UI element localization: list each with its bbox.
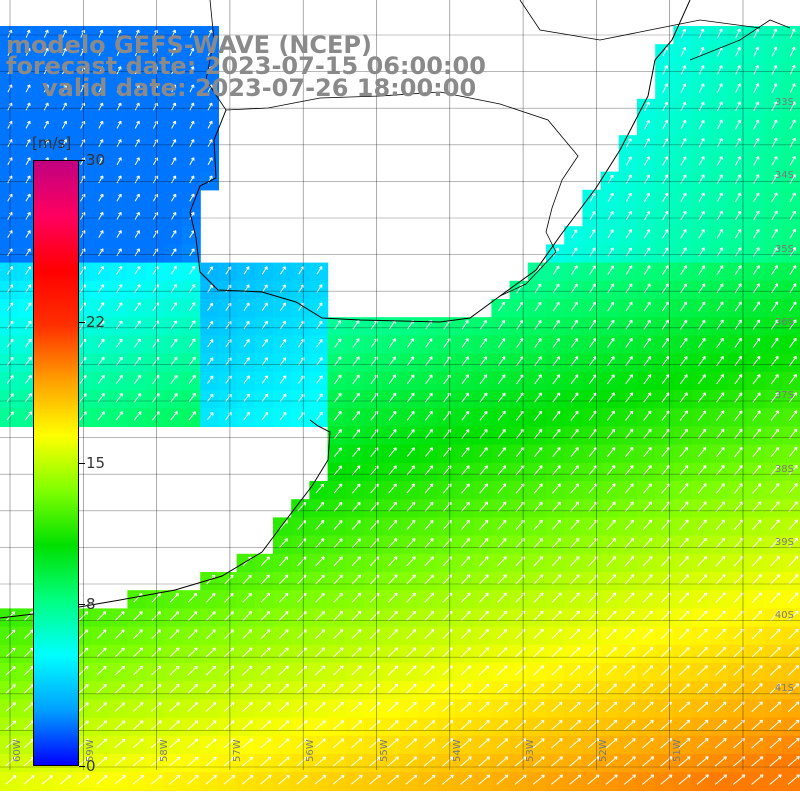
colorbar-tick-label: 8 [86,595,96,614]
colorbar-tick-label: 22 [86,312,106,331]
colorbar-tick-mark [79,321,85,323]
longitude-label: 60W [12,739,23,762]
longitude-label: 53W [525,739,537,762]
latitude-label: 41S [774,683,794,695]
graticule [0,0,800,770]
forecast-date: forecast date: 2023-07-15 06:00:00 [6,52,486,80]
latitude-label: 37S [774,390,794,402]
longitude-label: 55W [378,739,390,762]
latitude-label: 40S [774,610,794,622]
latitude-label: 39S [774,536,794,548]
colorbar-tick-label: 15 [86,454,106,472]
latitude-label: 33S [774,97,794,108]
wind-arrows [5,28,800,785]
colorbar-tick-mark [79,604,85,606]
colorbar-tick-label: 30 [86,151,106,169]
colorbar [33,160,79,766]
longitude-label: 52W [598,739,610,762]
coastline [0,0,791,619]
longitude-label: 51W [671,739,683,762]
colorbar-tick-mark [79,766,85,767]
longitude-label: 54W [451,739,463,762]
latitude-label: 36S [774,316,794,328]
colorbar-tick-mark [79,463,85,464]
latitude-label: 34S [774,170,794,182]
colorbar-tick-label: 0 [86,757,96,775]
model-title: modelo GEFS-WAVE (NCEP) [6,31,372,59]
longitude-label: 56W [305,739,317,762]
colorbar-tick-mark [79,160,85,161]
longitude-label: 57W [231,739,243,762]
latitude-label: 38S [774,463,794,475]
valid-date: valid date: 2023-07-26 18:00:00 [42,74,477,102]
longitude-label: 59W [85,739,97,762]
latitude-label: 35S [774,243,794,255]
colorbar-units: [m/s] [32,134,72,152]
longitude-label: 58W [158,739,170,762]
